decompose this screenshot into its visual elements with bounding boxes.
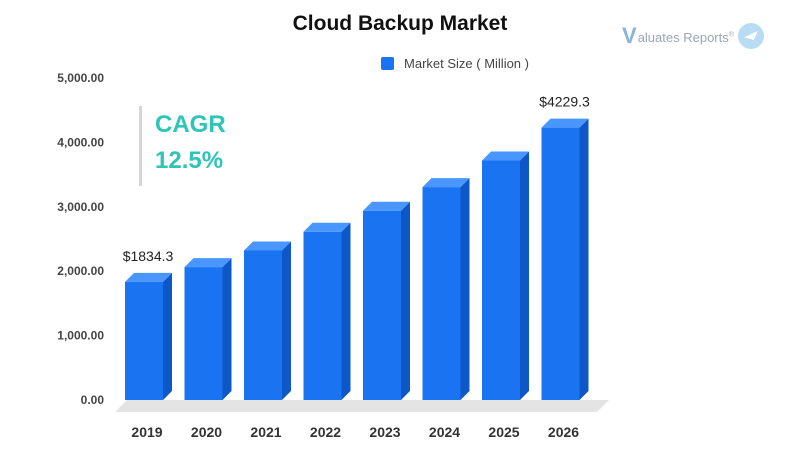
data-label: $4229.3 xyxy=(539,94,590,110)
bar-side xyxy=(579,118,589,400)
x-tick-label: 2023 xyxy=(369,424,400,440)
bar xyxy=(244,250,282,400)
x-tick-label: 2022 xyxy=(310,424,341,440)
chart-legend: Market Size ( Million ) xyxy=(55,56,800,71)
bar-side xyxy=(222,258,232,400)
y-tick-label: 4,000.00 xyxy=(57,135,104,149)
bar-top xyxy=(363,201,410,211)
y-tick-label: 3,000.00 xyxy=(57,200,104,214)
bar-top xyxy=(125,272,172,282)
x-tick-label: 2026 xyxy=(548,424,579,440)
bar-side xyxy=(282,241,291,400)
bar xyxy=(363,210,401,400)
bar-side xyxy=(163,272,172,400)
x-tick-label: 2025 xyxy=(488,424,519,440)
x-tick-label: 2024 xyxy=(429,424,460,440)
brand-cloud-icon xyxy=(737,23,764,49)
y-tick-label: 0.00 xyxy=(81,393,105,407)
cagr-callout: CAGR 12.5% xyxy=(139,106,226,186)
brand-logo: V aluates Reports® xyxy=(622,22,764,50)
bar xyxy=(125,281,163,400)
bar-side xyxy=(460,178,470,400)
bar-side xyxy=(401,201,410,400)
data-label: $1834.3 xyxy=(123,248,174,264)
cagr-value: 12.5% xyxy=(155,147,224,174)
bar xyxy=(482,160,520,400)
brand-name: aluates Reports® xyxy=(637,30,734,45)
brand-initial: V xyxy=(622,23,637,48)
x-tick-label: 2020 xyxy=(191,424,222,440)
bar-side xyxy=(341,222,351,400)
bar xyxy=(422,187,461,400)
legend-swatch xyxy=(381,57,395,70)
bar xyxy=(303,231,342,400)
chart-floor xyxy=(115,400,609,412)
cagr-label: CAGR xyxy=(155,111,226,138)
bar-top xyxy=(244,241,291,251)
chart-title: Cloud Backup Market xyxy=(292,12,508,35)
bar-top xyxy=(422,178,470,188)
y-tick-label: 1,000.00 xyxy=(57,329,104,343)
x-tick-label: 2019 xyxy=(131,424,162,440)
bar xyxy=(184,267,223,400)
bar-top xyxy=(303,222,351,232)
bar-top xyxy=(541,118,589,128)
y-tick-label: 2,000.00 xyxy=(57,264,104,278)
legend-label: Market Size ( Million ) xyxy=(404,56,529,71)
bar xyxy=(541,127,580,400)
y-tick-label: 5,000.00 xyxy=(57,71,104,85)
bar-side xyxy=(520,151,529,400)
x-tick-label: 2021 xyxy=(250,424,281,440)
bar-top xyxy=(482,151,529,161)
bar-top xyxy=(184,258,232,268)
